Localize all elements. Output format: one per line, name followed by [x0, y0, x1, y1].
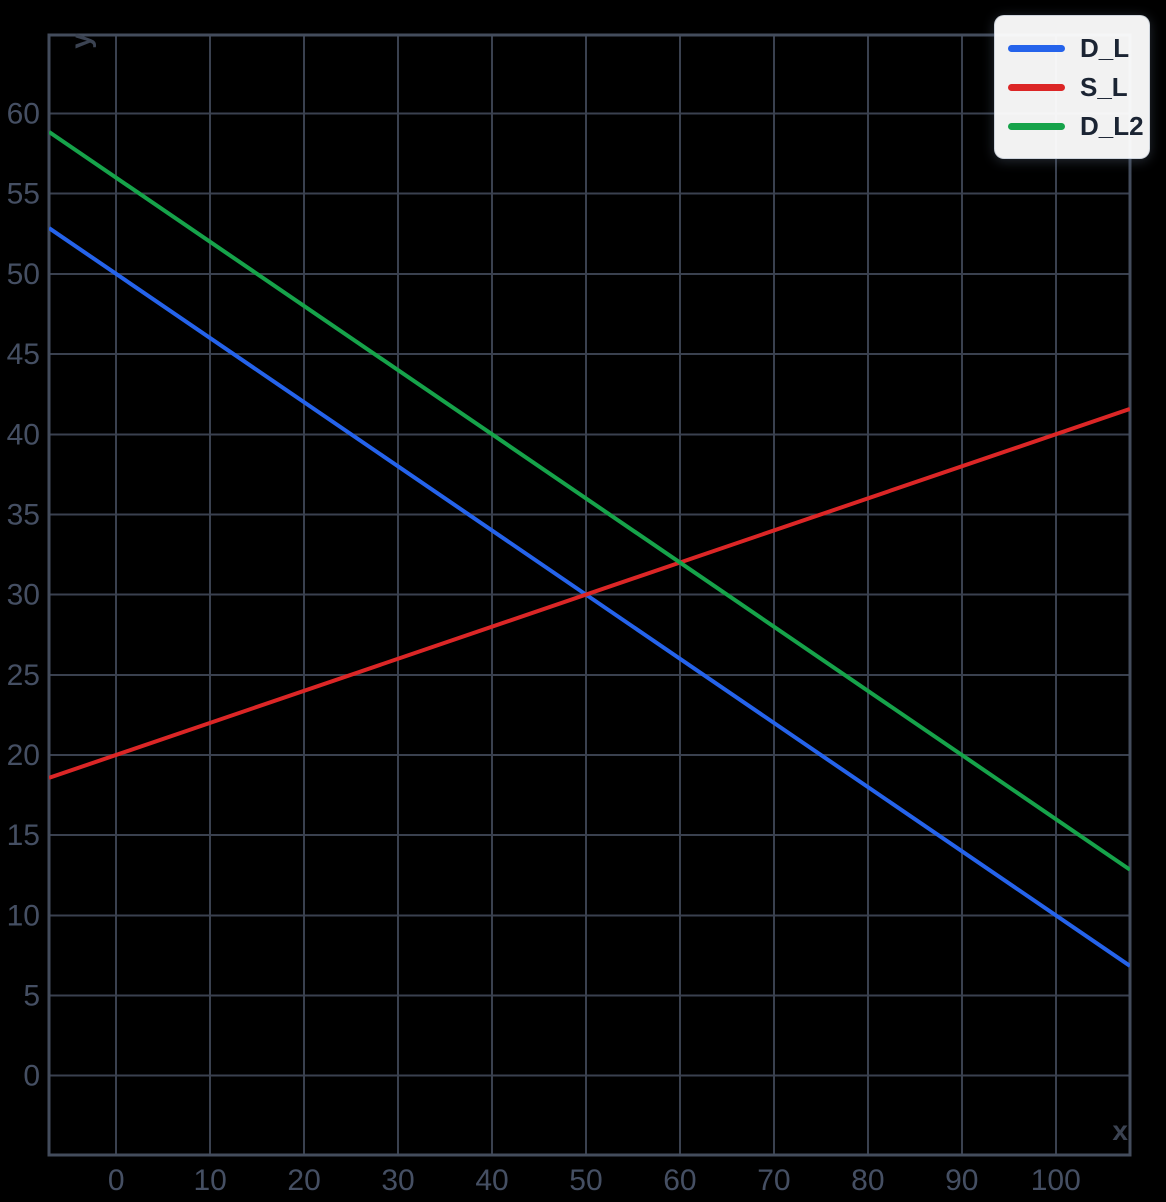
legend-item-S_L[interactable]: S_L [1008, 72, 1149, 102]
x-tick-label: 100 [1031, 1164, 1081, 1197]
x-tick-label: 60 [663, 1164, 696, 1197]
legend-label: S_L [1080, 72, 1128, 102]
x-tick-labels: 0 10 20 30 40 50 60 70 80 90 100 [108, 1164, 1081, 1197]
x-tick-label: 50 [569, 1164, 602, 1197]
series-line-D_L[interactable] [49, 226, 1130, 968]
legend-label: D_L [1080, 33, 1130, 63]
series-line-D_L2[interactable] [49, 130, 1130, 872]
y-axis-label: y [65, 33, 96, 49]
x-tick-label: 40 [475, 1164, 508, 1197]
x-tick-label: 20 [287, 1164, 320, 1197]
y-tick-label: 50 [7, 258, 40, 291]
y-tick-label: 55 [7, 178, 40, 211]
x-tick-label: 70 [757, 1164, 790, 1197]
legend-item-D_L[interactable]: D_L [1008, 33, 1149, 63]
y-tick-label: 45 [7, 338, 40, 371]
legend-label: D_L2 [1080, 111, 1144, 141]
y-tick-labels: 0 5 10 15 20 25 30 35 40 45 50 55 60 [7, 98, 40, 1093]
series-lines [49, 130, 1130, 968]
x-tick-label: 90 [945, 1164, 978, 1197]
y-tick-label: 25 [7, 659, 40, 692]
x-tick-label: 0 [108, 1164, 125, 1197]
y-tick-label: 60 [7, 98, 40, 131]
series-line-S_L[interactable] [49, 407, 1130, 780]
y-tick-label: 10 [7, 899, 40, 932]
y-tick-label: 40 [7, 418, 40, 451]
y-tick-label: 20 [7, 739, 40, 772]
plot-border [47, 33, 1132, 1157]
y-tick-label: 30 [7, 579, 40, 612]
y-tick-label: 35 [7, 498, 40, 531]
x-tick-label: 80 [851, 1164, 884, 1197]
legend-item-D_L2[interactable]: D_L2 [1008, 111, 1149, 141]
x-tick-label: 30 [381, 1164, 414, 1197]
legend: D_L S_L D_L2 [994, 15, 1150, 159]
x-tick-label: 10 [193, 1164, 226, 1197]
x-axis-label: x [1112, 1115, 1128, 1146]
legend-swatch-D_L2 [1008, 122, 1065, 130]
y-tick-label: 15 [7, 819, 40, 852]
legend-swatch-D_L [1008, 44, 1065, 52]
y-tick-label: 5 [23, 979, 40, 1012]
legend-swatch-S_L [1008, 83, 1065, 91]
y-tick-label: 0 [23, 1060, 40, 1093]
